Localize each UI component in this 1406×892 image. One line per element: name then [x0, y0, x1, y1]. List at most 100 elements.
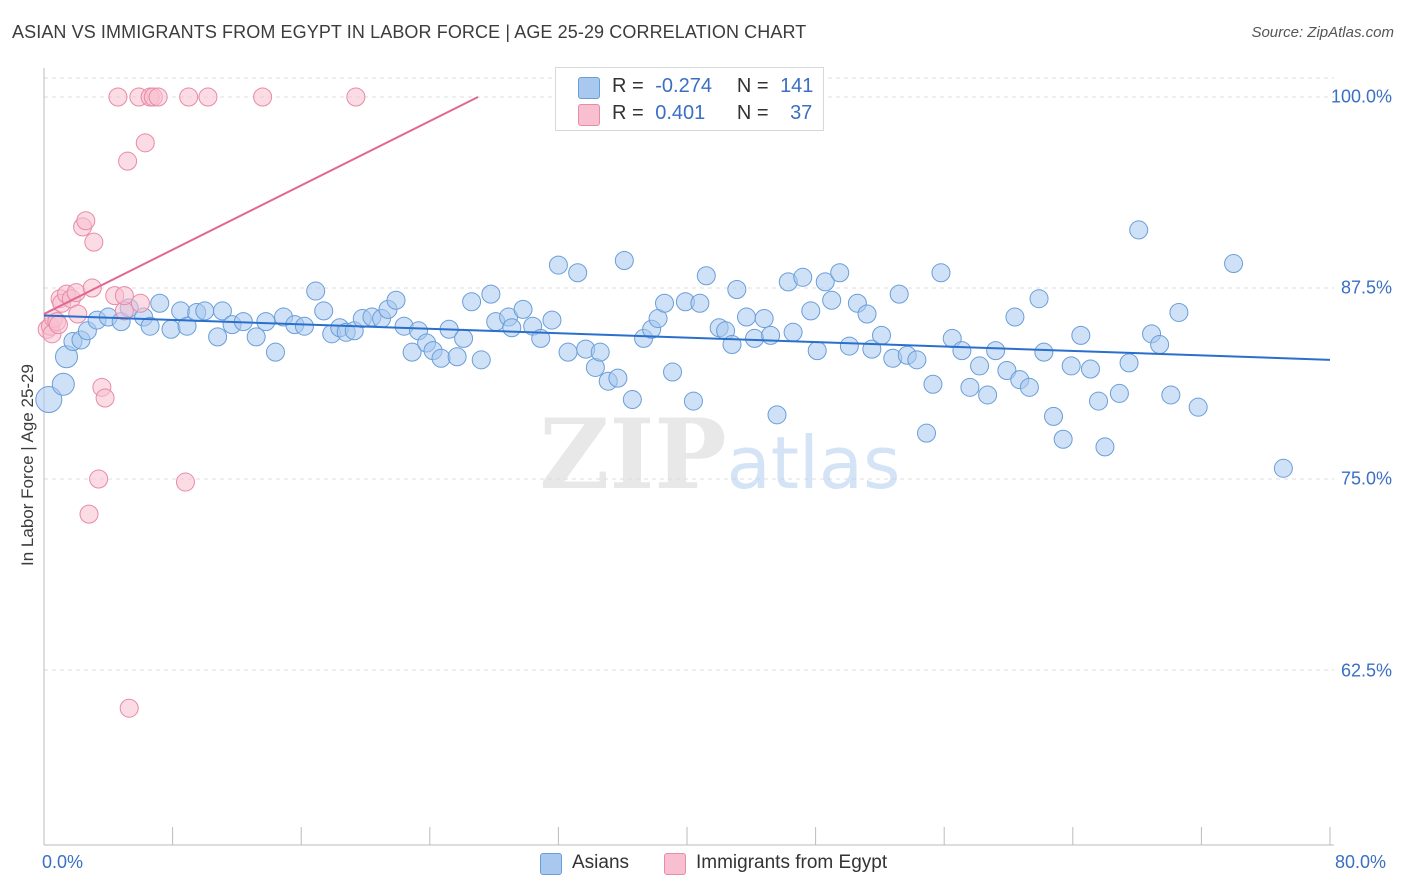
grid-lines: [44, 77, 1334, 671]
axes: [43, 68, 1334, 846]
egypt-point: [175, 472, 195, 492]
asian-point: [402, 342, 422, 362]
asian-point: [889, 284, 909, 304]
egypt-point: [148, 87, 168, 107]
asian-point: [177, 316, 197, 336]
trend-line-asians: [43, 314, 1331, 361]
asian-point: [1029, 289, 1049, 309]
egypt-point: [89, 469, 109, 489]
asian-point: [745, 328, 765, 348]
asian-point: [35, 386, 63, 414]
asian-point: [542, 310, 562, 330]
asian-point: [471, 350, 491, 370]
asian-point: [481, 284, 501, 304]
legend-text-asians: R = -0.274 N = 141: [612, 75, 813, 98]
asian-point: [872, 325, 892, 345]
asian-point: [1080, 359, 1100, 379]
egypt-point: [346, 87, 366, 107]
r-value-asians: -0.274: [655, 75, 712, 97]
asian-point: [1071, 325, 1091, 345]
asian-point: [960, 377, 980, 397]
asian-point: [907, 350, 927, 370]
egypt-point: [82, 278, 102, 298]
y-tick-75: 75.0%: [1340, 468, 1392, 489]
asian-point: [161, 319, 181, 339]
asian-point: [663, 362, 683, 382]
asian-point: [815, 272, 835, 292]
asian-point: [568, 263, 588, 283]
asian-point: [447, 347, 467, 367]
asian-point: [256, 312, 276, 332]
egypt-point: [95, 388, 115, 408]
asian-point: [1061, 356, 1081, 376]
egypt-point: [198, 87, 218, 107]
egypt-point: [130, 293, 150, 313]
asian-point: [1095, 437, 1115, 457]
correlation-legend: R = -0.274 N = 141 R = 0.401 N = 37: [555, 67, 824, 131]
chart-title: ASIAN VS IMMIGRANTS FROM EGYPT IN LABOR …: [12, 22, 807, 42]
egypt-point: [76, 211, 96, 231]
asian-point: [1005, 307, 1025, 327]
asian-point: [1150, 335, 1170, 355]
asian-point: [696, 266, 716, 286]
asian-point: [736, 307, 756, 327]
asian-point: [1019, 377, 1039, 397]
asian-point: [801, 301, 821, 321]
legend-text-egypt: R = 0.401 N = 37: [612, 102, 812, 125]
legend-swatch-asians: [578, 77, 600, 99]
asian-point: [952, 341, 972, 361]
legend-swatch-egypt: [578, 104, 600, 126]
bottom-legend-label-egypt: Immigrants from Egypt: [696, 852, 888, 873]
egypt-point: [79, 504, 99, 524]
asian-point: [622, 390, 642, 410]
asian-point: [727, 280, 747, 300]
asian-point: [654, 293, 674, 313]
asian-point: [931, 263, 951, 283]
asian-point: [1089, 391, 1109, 411]
n-label: N =: [736, 75, 769, 97]
n-value-asians: 141: [780, 75, 814, 97]
egypt-point: [253, 87, 273, 107]
asian-point: [783, 322, 803, 342]
asian-point: [1188, 397, 1208, 417]
asian-point: [793, 267, 813, 287]
n-label: N =: [736, 102, 769, 124]
bottom-legend-label-asians: Asians: [572, 852, 630, 873]
asian-point: [454, 328, 474, 348]
asian-point: [1161, 385, 1181, 405]
bottom-swatch-asians: [540, 853, 562, 875]
asian-point: [978, 385, 998, 405]
asian-point: [608, 368, 628, 388]
asian-point: [1129, 220, 1149, 240]
asian-point: [208, 327, 228, 347]
y-tick-87-5: 87.5%: [1340, 277, 1392, 298]
asian-point: [314, 301, 334, 321]
series-egypt: [37, 87, 366, 718]
asian-point: [857, 304, 877, 324]
trend-line-egypt: [43, 96, 479, 315]
asian-point: [683, 391, 703, 411]
asian-point: [970, 356, 990, 376]
n-value-egypt: 37: [790, 102, 813, 124]
asian-point: [590, 342, 610, 362]
asian-point: [1273, 458, 1293, 478]
egypt-point: [114, 286, 134, 306]
asian-point: [265, 342, 285, 362]
watermark-text: ZIPatlas: [539, 398, 900, 511]
asian-point: [839, 336, 859, 356]
r-label: R =: [612, 75, 644, 97]
source-credit: Source: ZipAtlas.com: [1251, 24, 1394, 41]
asian-point: [917, 423, 937, 443]
asian-point: [807, 341, 827, 361]
egypt-point: [118, 151, 138, 171]
asian-point: [923, 374, 943, 394]
y-tick-62-5: 62.5%: [1340, 660, 1392, 681]
bottom-swatch-egypt: [664, 853, 686, 875]
asian-point: [502, 318, 522, 338]
asian-point: [212, 301, 232, 321]
asian-point: [246, 327, 266, 347]
asian-point: [462, 292, 482, 312]
asian-point: [51, 372, 75, 396]
r-label: R =: [612, 102, 644, 124]
asian-point: [767, 405, 787, 425]
